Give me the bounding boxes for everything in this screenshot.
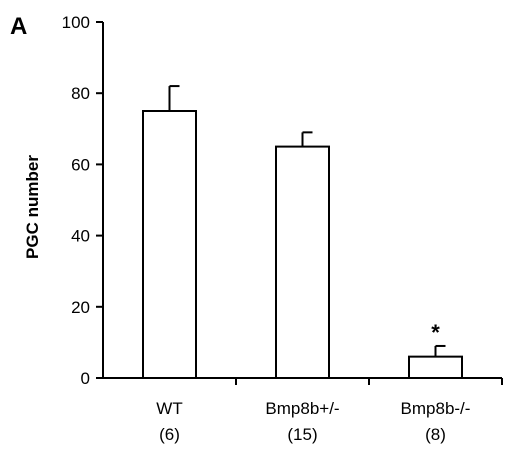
y-axis: 0 20 40 60 80 100 (62, 13, 104, 388)
x-category-count: (8) (425, 425, 446, 444)
x-axis (103, 377, 503, 385)
panel-label: A (10, 13, 27, 40)
category-labels: WT (6) Bmp8b+/- (15) Bmp8b-/- (8) (156, 399, 470, 444)
x-category-count: (6) (159, 425, 180, 444)
x-category-label: Bmp8b-/- (401, 399, 471, 418)
bar (142, 110, 197, 379)
bar-series: * (142, 85, 463, 380)
y-tick-label: 20 (71, 298, 90, 317)
y-tick-label: 0 (81, 369, 90, 388)
x-category-label: Bmp8b+/- (265, 399, 339, 418)
significance-marker: * (431, 320, 440, 345)
y-tick-label: 80 (71, 84, 90, 103)
y-tick-label: 100 (62, 13, 90, 32)
bar (275, 145, 330, 379)
x-category-count: (15) (287, 425, 317, 444)
y-tick-label: 60 (71, 155, 90, 174)
x-category-label: WT (156, 399, 182, 418)
y-axis-label: PGC number (23, 155, 42, 259)
y-tick-label: 40 (71, 227, 90, 246)
bar (408, 355, 463, 380)
